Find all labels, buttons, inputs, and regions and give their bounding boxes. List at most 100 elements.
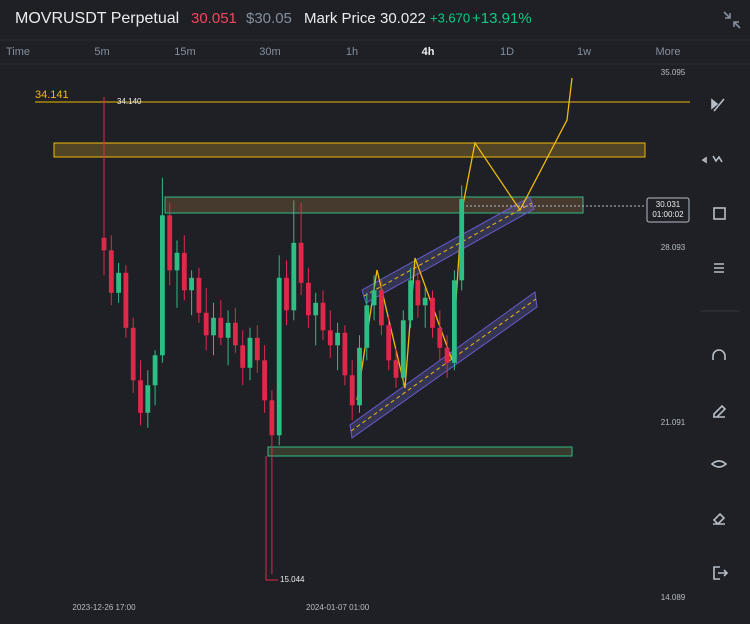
- low-marker: [265, 456, 278, 581]
- high-label: 34.140: [117, 97, 142, 106]
- price-tag: [646, 197, 690, 223]
- y-tick-label: 28.093: [661, 243, 686, 252]
- supply-zone: [164, 196, 584, 214]
- symbol-title: MOVRUSDT Perpetual: [15, 10, 179, 27]
- price-tag-countdown: 01:00:02: [652, 210, 684, 219]
- candle-body: [386, 325, 392, 361]
- candle-body: [189, 277, 194, 291]
- candle-body: [444, 347, 450, 363]
- candle-body: [400, 320, 406, 378]
- usd-price: $30.05: [246, 10, 292, 27]
- candle-body: [349, 375, 355, 406]
- candle-body: [269, 400, 275, 436]
- candle-body: [422, 297, 428, 306]
- channel-upper: [361, 196, 535, 304]
- line-label: 34.141: [35, 89, 69, 101]
- candle-body: [320, 302, 326, 331]
- mark-label: Mark Price: [304, 10, 376, 27]
- candle-body: [211, 317, 216, 336]
- drawings: [35, 77, 690, 581]
- candle-body: [357, 347, 362, 406]
- tool-fib[interactable]: [714, 263, 724, 273]
- candle-body: [364, 305, 370, 348]
- candle-body: [152, 355, 158, 386]
- candle-body: [247, 337, 253, 368]
- candle-body: [452, 280, 457, 363]
- candle-body: [116, 272, 121, 293]
- candle-body: [240, 345, 246, 368]
- candle-body: [379, 290, 384, 326]
- candle-body: [335, 332, 340, 346]
- candle-body: [306, 282, 311, 316]
- timeframe-option[interactable]: More: [655, 46, 680, 58]
- candle-body: [138, 380, 143, 413]
- channel-mid: [350, 298, 537, 432]
- last-price: 30.051: [191, 10, 237, 27]
- candle-body: [218, 317, 224, 338]
- candle-body: [101, 237, 107, 251]
- x-tick-label: 2023-12-26 17:00: [72, 603, 136, 612]
- price-tag-value: 30.031: [656, 200, 681, 209]
- candle-body: [291, 242, 297, 311]
- resistance-zone: [53, 142, 646, 158]
- x-tick-label: 2024-01-07 01:00: [306, 603, 370, 612]
- candle-body: [459, 199, 465, 281]
- tool-brush[interactable]: [713, 404, 727, 418]
- mark-price: 30.022: [380, 10, 426, 27]
- candle-body: [371, 290, 377, 306]
- candle-body: [262, 360, 267, 401]
- candle-body: [408, 280, 413, 321]
- candle-body: [415, 280, 421, 306]
- timeframe-option[interactable]: 1h: [346, 46, 358, 58]
- timeframe-option[interactable]: 30m: [259, 46, 280, 58]
- demand-zone: [267, 446, 573, 457]
- candle-body: [160, 215, 165, 356]
- candle-body: [313, 302, 319, 316]
- candle-body: [181, 252, 187, 291]
- y-tick-label: 35.095: [661, 68, 686, 77]
- candle-body: [430, 297, 435, 328]
- price-change-pct: +13.91%: [472, 10, 532, 27]
- candle-body: [284, 277, 289, 311]
- timeframe-option[interactable]: 1w: [577, 46, 591, 58]
- timeframe-option[interactable]: 1D: [500, 46, 514, 58]
- candle-body: [254, 337, 260, 361]
- price-change: +3.670: [430, 10, 470, 25]
- candle-body: [203, 312, 209, 336]
- candle-body: [225, 322, 231, 338]
- candle-body: [342, 332, 348, 376]
- candle-body: [174, 252, 180, 271]
- y-tick-label: 14.089: [661, 593, 686, 602]
- timeframe-bar: Time 5m 15m 30m 1h 4h 1D 1w More: [6, 46, 681, 58]
- tool-rect[interactable]: [713, 207, 726, 220]
- tool-trend[interactable]: [701, 155, 723, 164]
- candle-body: [437, 327, 443, 348]
- low-label: 15.044: [280, 575, 305, 584]
- y-tick-label: 21.091: [661, 418, 686, 427]
- candle-body: [276, 277, 282, 436]
- timeframe-option[interactable]: 15m: [174, 46, 195, 58]
- candle-body: [167, 215, 173, 271]
- candle-body: [233, 322, 238, 346]
- toolbar: [700, 98, 740, 580]
- candle-body: [327, 330, 333, 346]
- candle-body: [393, 360, 399, 378]
- tool-line[interactable]: [711, 98, 725, 112]
- candle-body: [298, 242, 304, 283]
- candle-body: [145, 385, 151, 413]
- tool-eraser[interactable]: [712, 512, 726, 526]
- candles: [101, 96, 465, 575]
- tool-exit[interactable]: [713, 566, 729, 580]
- timeframe-option[interactable]: 5m: [94, 46, 109, 58]
- timeframe-option[interactable]: Time: [6, 46, 30, 58]
- tool-eye[interactable]: [710, 460, 728, 468]
- candle-body: [108, 250, 114, 293]
- collapse-icon[interactable]: [723, 11, 741, 29]
- candle-body: [130, 327, 136, 381]
- timeframe-option[interactable]: 4h: [422, 46, 435, 58]
- tool-magnet[interactable]: [712, 349, 726, 360]
- candle-body: [196, 277, 202, 313]
- candle-body: [123, 272, 129, 328]
